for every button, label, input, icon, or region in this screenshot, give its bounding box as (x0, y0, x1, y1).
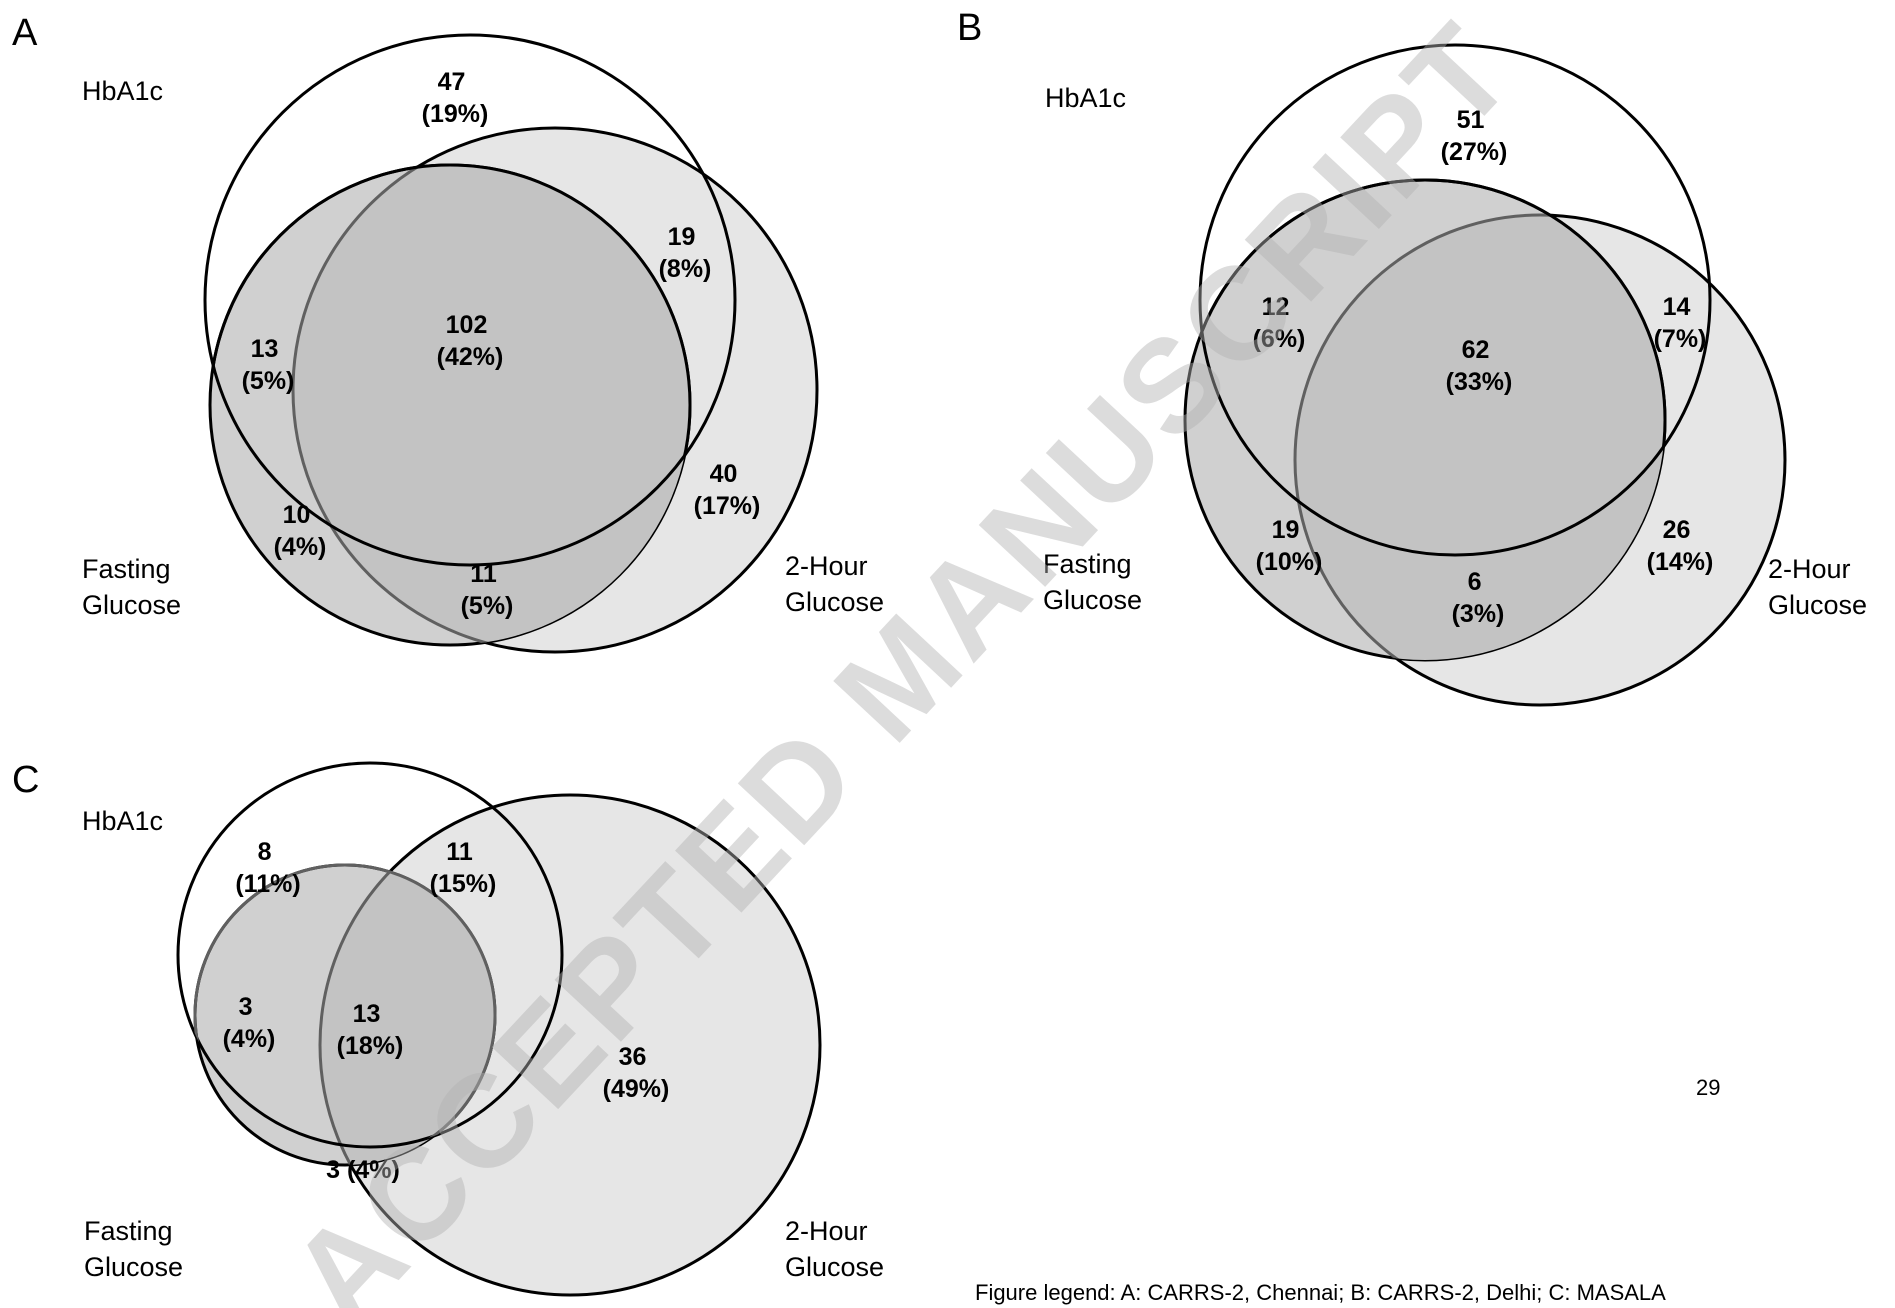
region-twohour-only-c: 36 (49%) (603, 1043, 670, 1103)
panel-b: B HbA1c Fasting Glucose 2-Hour Glucose 5… (957, 7, 1867, 707)
region-fasting-only-b: 19 (10%) (1256, 516, 1323, 576)
panel-c: C HbA1c Fasting Glucose 2-Hour Glucose 8… (12, 759, 884, 1297)
page-number: 29 (1696, 1075, 1720, 1100)
set-label-twohour-c: 2-Hour Glucose (785, 1216, 884, 1282)
panel-a: A HbA1c Fasting Glucose 2-Hour Glucose 4… (12, 12, 884, 654)
set-label-twohour-b: 2-Hour Glucose (1768, 554, 1867, 620)
set-label-fasting-a: Fasting Glucose (82, 554, 181, 620)
region-all-three-a: 102 (42%) (437, 311, 504, 371)
hba1c-circle-a (203, 33, 737, 567)
figure-legend: Figure legend: A: CARRS-2, Chennai; B: C… (975, 1280, 1666, 1305)
set-label-hba1c-b: HbA1c (1045, 83, 1126, 113)
set-label-hba1c-c: HbA1c (82, 806, 163, 836)
region-twohour-only-b: 26 (14%) (1647, 516, 1714, 576)
region-hba1c-fasting-c: 3 (4%) (223, 993, 276, 1053)
set-label-twohour-a: 2-Hour Glucose (785, 551, 884, 617)
region-all-three-c: 13 (18%) (337, 1000, 404, 1060)
set-label-hba1c-a: HbA1c (82, 76, 163, 106)
region-hba1c-twohour-a: 19 (8%) (659, 223, 712, 283)
region-fasting-twohour-a: 11 (5%) (461, 560, 514, 620)
panel-letter-c: C (12, 759, 39, 801)
region-hba1c-only-c: 8 (11%) (235, 838, 300, 898)
region-all-three-b: 62 (33%) (1446, 336, 1513, 396)
panel-letter-b: B (957, 7, 982, 49)
region-hba1c-twohour-c: 11 (15%) (430, 838, 497, 898)
hba1c-circle-c (176, 761, 564, 1149)
region-fasting-twohour-c: 3 (4%) (326, 1156, 400, 1184)
region-fasting-twohour-b: 6 (3%) (1452, 568, 1505, 628)
hba1c-circle-b (1198, 43, 1712, 557)
region-fasting-only-a: 10 (4%) (274, 501, 327, 561)
overlap-fasting-twohour-c (318, 865, 495, 1165)
set-label-fasting-c: Fasting Glucose (84, 1216, 183, 1282)
region-hba1c-only-a: 47 (19%) (422, 68, 489, 128)
region-hba1c-fasting-a: 13 (5%) (242, 335, 295, 395)
region-hba1c-only-b: 51 (27%) (1441, 106, 1508, 166)
region-twohour-only-a: 40 (17%) (694, 460, 761, 520)
panel-letter-a: A (12, 12, 38, 54)
region-hba1c-twohour-b: 14 (7%) (1654, 293, 1707, 353)
region-hba1c-fasting-b: 12 (6%) (1253, 293, 1306, 353)
set-label-fasting-b: Fasting Glucose (1043, 549, 1142, 615)
